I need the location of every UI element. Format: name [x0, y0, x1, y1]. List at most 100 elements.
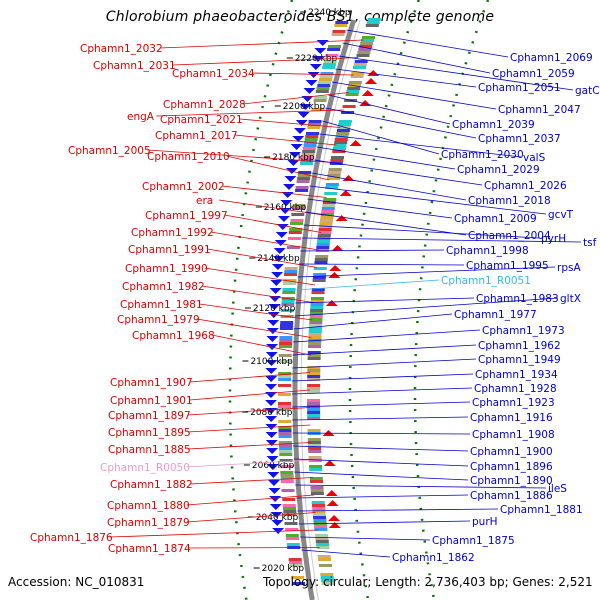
left-gene-label: Cphamn1_2002	[142, 181, 225, 193]
gene-block	[309, 321, 323, 324]
right-gene-label: Cphamn1_1900	[470, 446, 553, 458]
gene-block	[307, 414, 321, 417]
gene-block	[278, 420, 292, 423]
gene-block	[280, 480, 294, 483]
gene-block	[358, 48, 372, 51]
gene-block	[278, 393, 291, 396]
map-title: Chlorobium phaeobacteroides BS1, complet…	[105, 9, 495, 25]
right-gene-label: Cphamn1_2051	[478, 82, 561, 94]
right-label-leader	[292, 373, 474, 382]
left-label-leader	[196, 318, 312, 338]
gene-block	[292, 204, 306, 207]
right-gene-label: Cphamn1_1928	[474, 383, 557, 395]
reverse-gene-arrow	[268, 304, 281, 310]
right-gene-label: Cphamn1_R0051	[441, 275, 531, 287]
forward-gene-arrow	[361, 90, 374, 96]
gene-block	[327, 48, 341, 51]
right-gene-label: Cphamn1_2039	[452, 119, 535, 131]
gene-block	[333, 144, 347, 147]
gene-block	[281, 303, 295, 306]
gene-block	[309, 324, 323, 327]
right-label-leader	[294, 297, 559, 317]
left-label-leader	[187, 547, 320, 549]
right-gene-label: Cphamn1_1896	[470, 461, 553, 473]
gene-block	[307, 402, 320, 405]
gene-block	[290, 222, 303, 225]
gene-block	[310, 306, 324, 309]
left-gene-label: Cphamn1_R0050	[100, 462, 190, 474]
right-gene-label: Cphamn1_2037	[478, 133, 561, 145]
reverse-gene-arrow	[266, 464, 279, 470]
gene-block	[279, 345, 292, 348]
right-label-leader	[300, 536, 431, 541]
gene-block	[320, 219, 333, 222]
left-label-leader	[189, 389, 311, 401]
left-label-leader	[185, 459, 312, 468]
reverse-gene-arrow	[267, 312, 280, 318]
gene-block	[317, 240, 331, 243]
left-label-leader	[221, 185, 327, 198]
gene-block	[291, 213, 305, 216]
gene-block	[307, 390, 320, 393]
right-label-leader	[293, 458, 469, 467]
gene-block	[289, 564, 303, 567]
gene-block	[324, 192, 338, 195]
gene-block	[278, 429, 292, 432]
right-gene-label: Cphamn1_1875	[432, 535, 515, 547]
reverse-gene-arrow	[265, 384, 278, 390]
left-label-leader	[172, 57, 359, 66]
gene-block	[308, 120, 322, 123]
topology-text: Topology: circular; Length: 2,736,403 bp…	[263, 575, 593, 589]
gene-block	[359, 45, 373, 48]
gene-block	[332, 150, 346, 153]
gene-block	[313, 273, 327, 276]
right-gene-label: Cphamn1_1998	[446, 245, 529, 257]
reverse-gene-arrow	[293, 128, 306, 134]
right-gene-label: Cphamn1_1973	[482, 325, 565, 337]
reverse-gene-arrow	[265, 432, 278, 438]
gene-block	[328, 45, 341, 48]
forward-gene-arrow	[328, 272, 341, 278]
left-label-leader	[189, 477, 313, 485]
gene-block	[278, 435, 292, 438]
gene-block	[316, 543, 330, 546]
gene-block	[307, 438, 321, 441]
right-label-leader	[316, 146, 456, 170]
reverse-gene-arrow	[274, 240, 287, 246]
gene-block	[336, 129, 350, 132]
reverse-gene-arrow	[297, 112, 310, 118]
gene-block	[328, 168, 342, 171]
right-label-leader	[305, 211, 467, 236]
left-gene-label: Cphamn1_1895	[108, 427, 191, 439]
gene-block	[307, 375, 321, 378]
gene-block	[279, 444, 292, 447]
gene-block	[281, 309, 294, 312]
reverse-gene-arrow	[265, 352, 278, 358]
gene-block	[351, 72, 365, 75]
right-gene-label: Cphamn1_1862	[392, 552, 475, 564]
reverse-gene-arrow	[271, 520, 284, 526]
gene-block	[357, 51, 371, 54]
right-label-leader	[311, 172, 467, 201]
left-label-leader	[156, 109, 345, 117]
gene-block	[278, 354, 292, 357]
gene-block	[346, 90, 360, 93]
gene-block	[284, 273, 297, 276]
gene-block	[314, 528, 328, 531]
gene-block	[314, 258, 328, 261]
forward-gene-arrow	[342, 175, 355, 181]
gene-block	[318, 78, 332, 81]
gene-block	[279, 459, 293, 462]
left-label-leader	[159, 39, 364, 49]
right-gene-label: valS	[523, 152, 546, 164]
gene-block	[342, 105, 356, 108]
right-label-leader	[325, 107, 477, 139]
gene-block	[302, 147, 316, 150]
left-label-leader	[207, 248, 317, 268]
gene-block	[278, 384, 291, 387]
reverse-gene-arrow	[284, 176, 297, 182]
right-label-leader	[301, 237, 582, 243]
left-gene-label: Cphamn1_1992	[131, 227, 214, 239]
gene-block	[319, 564, 332, 567]
right-gene-label: gltX	[560, 293, 581, 305]
